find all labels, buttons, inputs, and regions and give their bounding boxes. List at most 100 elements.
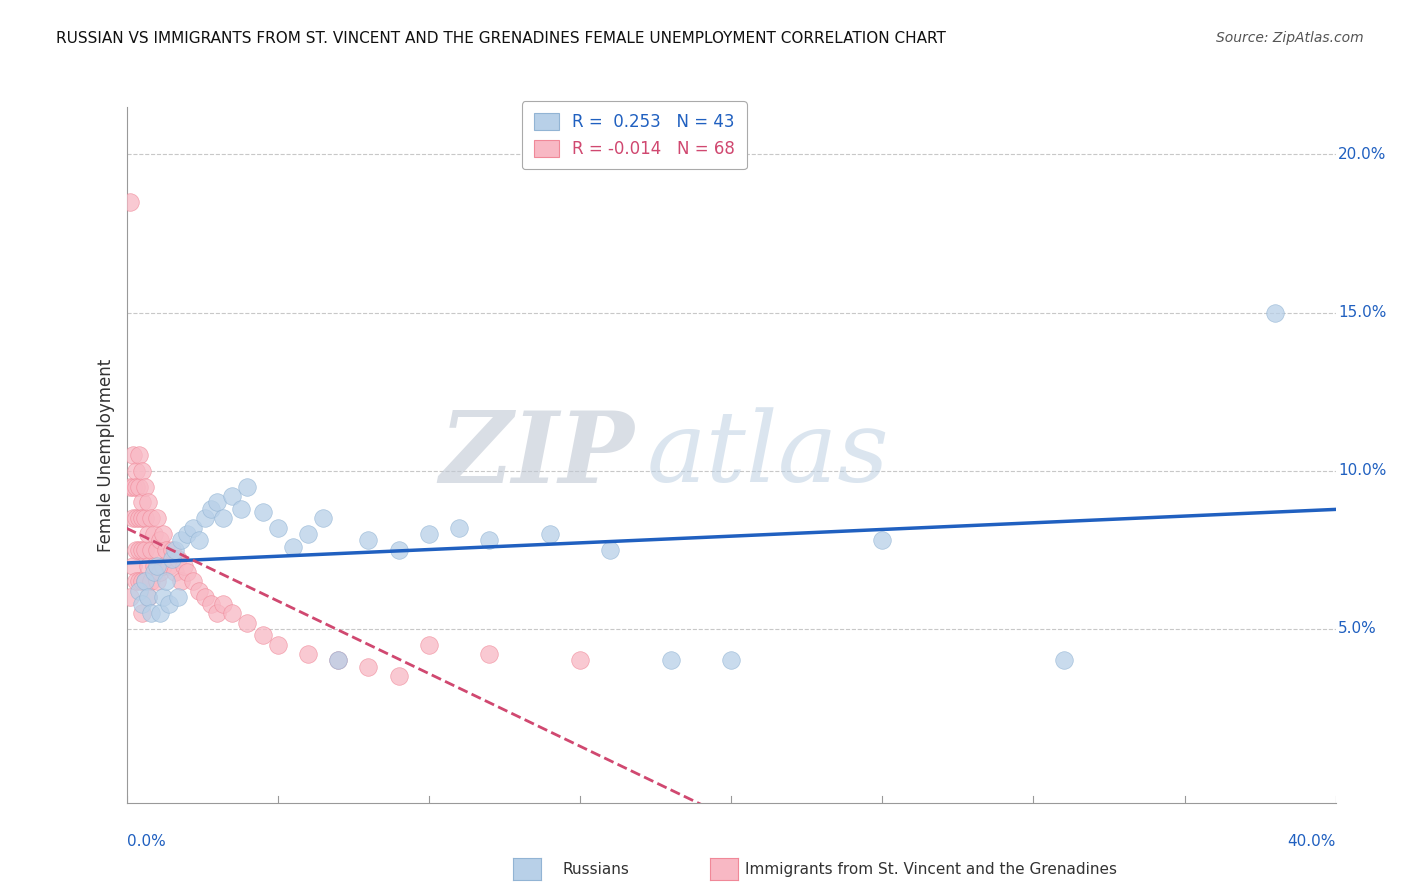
Text: 15.0%: 15.0% <box>1339 305 1386 320</box>
Point <box>136 527 159 541</box>
Point <box>121 558 143 573</box>
Point <box>568 653 592 667</box>
Point <box>121 511 143 525</box>
Point <box>146 542 169 557</box>
Text: RUSSIAN VS IMMIGRANTS FROM ST. VINCENT AND THE GRENADINES FEMALE UNEMPLOYMENT CO: RUSSIAN VS IMMIGRANTS FROM ST. VINCENT A… <box>56 31 946 46</box>
Point <box>121 479 143 493</box>
Point <box>131 597 153 611</box>
Text: ZIP: ZIP <box>440 407 634 503</box>
Point <box>146 511 169 525</box>
Point <box>167 591 190 605</box>
Point <box>200 597 222 611</box>
Point <box>188 533 211 548</box>
Point <box>134 574 156 589</box>
Text: 40.0%: 40.0% <box>1288 834 1336 849</box>
Point <box>231 501 253 516</box>
Point <box>267 638 290 652</box>
Point <box>134 574 156 589</box>
Point <box>149 565 172 579</box>
Point <box>131 574 153 589</box>
Point <box>118 194 141 209</box>
Point <box>121 448 143 462</box>
Point <box>297 527 319 541</box>
Point <box>142 558 165 573</box>
Text: Russians: Russians <box>562 863 630 877</box>
Point <box>212 597 235 611</box>
Point <box>312 511 335 525</box>
Point <box>205 606 228 620</box>
Point <box>221 606 243 620</box>
Point <box>173 558 195 573</box>
Point <box>124 574 146 589</box>
Point <box>194 511 217 525</box>
Point <box>128 574 150 589</box>
Point <box>326 653 350 667</box>
Point <box>149 533 172 548</box>
Point <box>176 527 198 541</box>
Point <box>128 542 150 557</box>
Point <box>1053 653 1076 667</box>
Point <box>194 591 217 605</box>
Point <box>139 606 162 620</box>
Point <box>152 527 174 541</box>
Point <box>136 558 159 573</box>
Point <box>139 574 162 589</box>
Point <box>447 521 470 535</box>
Point <box>136 591 159 605</box>
Text: 10.0%: 10.0% <box>1339 463 1386 478</box>
Text: Immigrants from St. Vincent and the Grenadines: Immigrants from St. Vincent and the Gren… <box>745 863 1118 877</box>
Point <box>599 542 621 557</box>
Legend: R =  0.253   N = 43, R = -0.014   N = 68: R = 0.253 N = 43, R = -0.014 N = 68 <box>522 102 747 169</box>
Point <box>163 542 186 557</box>
Point <box>124 542 146 557</box>
Point <box>128 583 150 598</box>
Point <box>160 542 183 557</box>
Point <box>163 565 186 579</box>
Point <box>157 558 180 573</box>
Point <box>155 542 177 557</box>
Text: Source: ZipAtlas.com: Source: ZipAtlas.com <box>1216 31 1364 45</box>
Text: atlas: atlas <box>647 408 889 502</box>
Point <box>124 479 146 493</box>
Point <box>205 495 228 509</box>
Point <box>720 653 742 667</box>
Point <box>170 574 193 589</box>
Point <box>357 533 380 548</box>
Point <box>297 647 319 661</box>
Point <box>170 533 193 548</box>
Point <box>136 495 159 509</box>
Point <box>139 542 162 557</box>
Point <box>124 511 146 525</box>
Point <box>1264 305 1286 319</box>
Point <box>538 527 561 541</box>
Point <box>267 521 290 535</box>
Point <box>131 542 153 557</box>
Point <box>131 464 153 478</box>
Point <box>128 448 150 462</box>
Point <box>281 540 304 554</box>
Point <box>167 552 190 566</box>
Point <box>418 527 440 541</box>
Point <box>128 511 150 525</box>
Point <box>134 479 156 493</box>
Point <box>252 628 274 642</box>
Point <box>152 591 174 605</box>
Point <box>236 479 259 493</box>
Point <box>131 495 153 509</box>
Point <box>388 542 411 557</box>
Point <box>118 479 141 493</box>
Point <box>221 489 243 503</box>
Point <box>478 647 501 661</box>
Point <box>659 653 682 667</box>
Point <box>134 542 156 557</box>
Point <box>188 583 211 598</box>
Point <box>131 606 153 620</box>
Point <box>200 501 222 516</box>
Point <box>146 558 169 573</box>
Point <box>118 591 141 605</box>
Point <box>136 591 159 605</box>
Point <box>124 464 146 478</box>
Point <box>176 565 198 579</box>
Point <box>181 574 204 589</box>
Point <box>478 533 501 548</box>
